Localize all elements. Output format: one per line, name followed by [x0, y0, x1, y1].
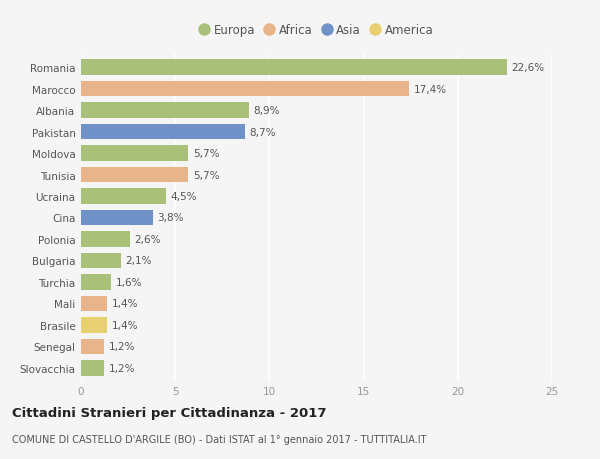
Bar: [81, 296, 107, 312]
Text: 3,8%: 3,8%: [157, 213, 184, 223]
Bar: [81, 82, 409, 97]
Bar: [81, 274, 111, 290]
Bar: [81, 189, 166, 204]
Bar: [81, 339, 104, 354]
Text: 1,4%: 1,4%: [112, 320, 139, 330]
Text: 5,7%: 5,7%: [193, 170, 220, 180]
Text: 2,6%: 2,6%: [134, 235, 161, 245]
Text: 5,7%: 5,7%: [193, 149, 220, 159]
Legend: Europa, Africa, Asia, America: Europa, Africa, Asia, America: [197, 22, 436, 39]
Text: 1,2%: 1,2%: [109, 341, 135, 352]
Bar: [81, 168, 188, 183]
Text: 4,5%: 4,5%: [170, 191, 197, 202]
Text: 1,2%: 1,2%: [109, 363, 135, 373]
Bar: [81, 146, 188, 162]
Bar: [81, 124, 245, 140]
Text: 2,1%: 2,1%: [125, 256, 152, 266]
Text: 17,4%: 17,4%: [413, 84, 446, 95]
Text: 22,6%: 22,6%: [511, 63, 545, 73]
Text: 8,9%: 8,9%: [253, 106, 280, 116]
Text: 1,6%: 1,6%: [116, 277, 142, 287]
Text: 8,7%: 8,7%: [250, 127, 276, 137]
Bar: [81, 253, 121, 269]
Text: Cittadini Stranieri per Cittadinanza - 2017: Cittadini Stranieri per Cittadinanza - 2…: [12, 406, 326, 419]
Bar: [81, 232, 130, 247]
Text: 1,4%: 1,4%: [112, 299, 139, 309]
Bar: [81, 360, 104, 376]
Bar: [81, 318, 107, 333]
Text: COMUNE DI CASTELLO D'ARGILE (BO) - Dati ISTAT al 1° gennaio 2017 - TUTTITALIA.IT: COMUNE DI CASTELLO D'ARGILE (BO) - Dati …: [12, 434, 427, 444]
Bar: [81, 210, 152, 226]
Bar: [81, 60, 507, 76]
Bar: [81, 103, 248, 118]
